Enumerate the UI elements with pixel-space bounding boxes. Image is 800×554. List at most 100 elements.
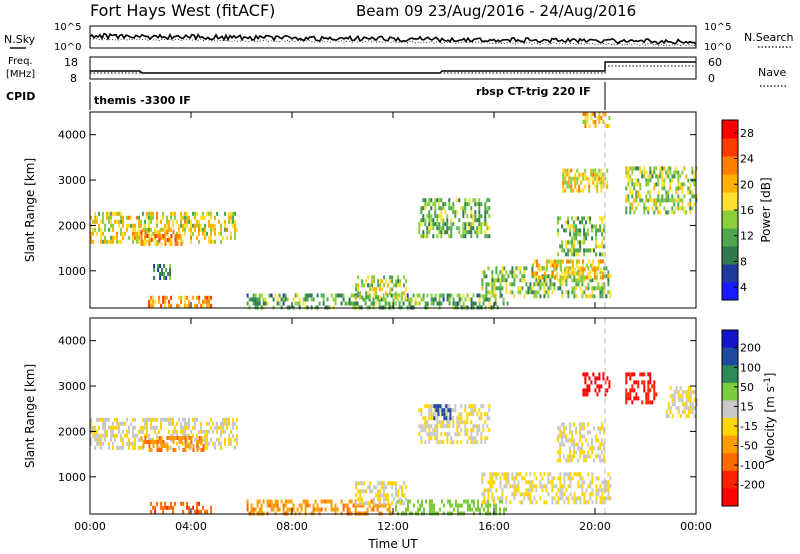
scatter-cell: [595, 500, 598, 505]
scatter-cell: [422, 218, 425, 223]
scatter-cell: [272, 503, 275, 508]
scatter-cell: [122, 421, 124, 426]
x-tick-label: 12:00: [377, 520, 409, 533]
scatter-cell: [567, 252, 570, 257]
scatter-cell: [587, 454, 590, 459]
colorbar-tick-label: -15: [740, 420, 758, 433]
scatter-cell: [204, 509, 207, 514]
scatter-cell: [282, 293, 285, 298]
scatter-cell: [424, 440, 427, 445]
scatter-cell: [359, 291, 362, 296]
scatter-cell: [693, 398, 696, 403]
scatter-cell: [166, 444, 169, 448]
scatter-cell: [288, 499, 291, 504]
scatter-cell: [391, 275, 394, 280]
scatter-cell: [444, 424, 447, 429]
scatter-cell: [601, 216, 604, 221]
scatter-cell: [470, 214, 473, 219]
scatter-cell: [631, 170, 634, 175]
scatter-cell: [387, 501, 390, 506]
scatter-cell: [631, 400, 634, 405]
colorbar-tick-label: -50: [740, 440, 758, 453]
scatter-cell: [480, 440, 483, 445]
scatter-cell: [563, 500, 566, 505]
scatter-cell: [562, 168, 565, 173]
scatter-cell: [651, 384, 654, 389]
scatter-cell: [450, 218, 453, 223]
scatter-cell: [595, 476, 598, 481]
scatter-cell: [689, 186, 692, 191]
scatter-cell: [186, 421, 188, 426]
scatter-cell: [503, 266, 506, 271]
scatter-cell: [322, 499, 325, 504]
scatter-cell: [114, 219, 116, 224]
scatter-cell: [410, 301, 413, 306]
scatter-cell: [232, 433, 234, 438]
scatter-cell: [587, 472, 590, 477]
scatter-cell: [525, 480, 528, 485]
scatter-cell: [689, 198, 692, 203]
freq-tick-bottom: 8: [70, 72, 77, 85]
scatter-cell: [150, 425, 152, 430]
scatter-cell: [296, 301, 299, 306]
scatter-cell: [190, 440, 193, 444]
scatter-cell: [168, 242, 171, 246]
scatter-cell: [116, 421, 118, 426]
scatter-cell: [432, 222, 435, 227]
scatter-cell: [525, 488, 528, 493]
scatter-cell: [585, 220, 588, 225]
scatter-cell: [395, 507, 397, 512]
scatter-cell: [424, 424, 427, 429]
scatter-cell: [645, 198, 648, 203]
scatter-cell: [306, 503, 309, 508]
scatter-cell: [367, 501, 370, 506]
scatter-cell: [489, 476, 492, 481]
scatter-cell: [486, 210, 489, 215]
scatter-cell: [523, 278, 526, 283]
scatter-cell: [90, 437, 92, 442]
scatter-cell: [148, 242, 151, 246]
scatter-cell: [465, 499, 467, 504]
scatter-cell: [602, 112, 605, 116]
scatter-cell: [497, 496, 500, 501]
scatter-cell: [597, 488, 600, 493]
scatter-cell: [401, 489, 404, 494]
scatter-cell: [462, 214, 465, 219]
scatter-cell: [132, 223, 134, 228]
scatter-cell: [372, 503, 375, 508]
scatter-cell: [164, 231, 166, 236]
scatter-cell: [90, 441, 92, 446]
scatter-cell: [517, 290, 520, 295]
scatter-cell: [202, 444, 205, 448]
scatter-cell: [515, 266, 518, 271]
scatter-cell: [418, 222, 421, 227]
scatter-cell: [320, 499, 323, 504]
scatter-cell: [603, 274, 606, 279]
scatter-cell: [551, 488, 554, 493]
scatter-cell: [603, 426, 606, 431]
scatter-cell: [138, 223, 140, 228]
scatter-cell: [581, 488, 584, 493]
scatter-cell: [440, 230, 443, 235]
scatter-cell: [365, 295, 368, 300]
scatter-cell: [128, 429, 130, 434]
scatter-cell: [256, 503, 259, 508]
scatter-cell: [591, 480, 594, 485]
scatter-cell: [629, 376, 632, 381]
scatter-cell: [607, 472, 610, 477]
scatter-cell: [438, 230, 441, 235]
scatter-cell: [673, 202, 676, 207]
scatter-cell: [458, 301, 461, 306]
scatter-cell: [369, 501, 372, 506]
scatter-cell: [156, 425, 158, 430]
scatter-cell: [432, 218, 435, 223]
scatter-cell: [581, 282, 584, 287]
scatter-cell: [126, 223, 128, 228]
scatter-cell: [539, 480, 542, 485]
scatter-cell: [306, 499, 309, 504]
scatter-cell: [537, 275, 540, 280]
scatter-cell: [168, 238, 171, 242]
scatter-cell: [474, 424, 477, 429]
scatter-cell: [230, 437, 232, 442]
scatter-cell: [104, 433, 106, 438]
